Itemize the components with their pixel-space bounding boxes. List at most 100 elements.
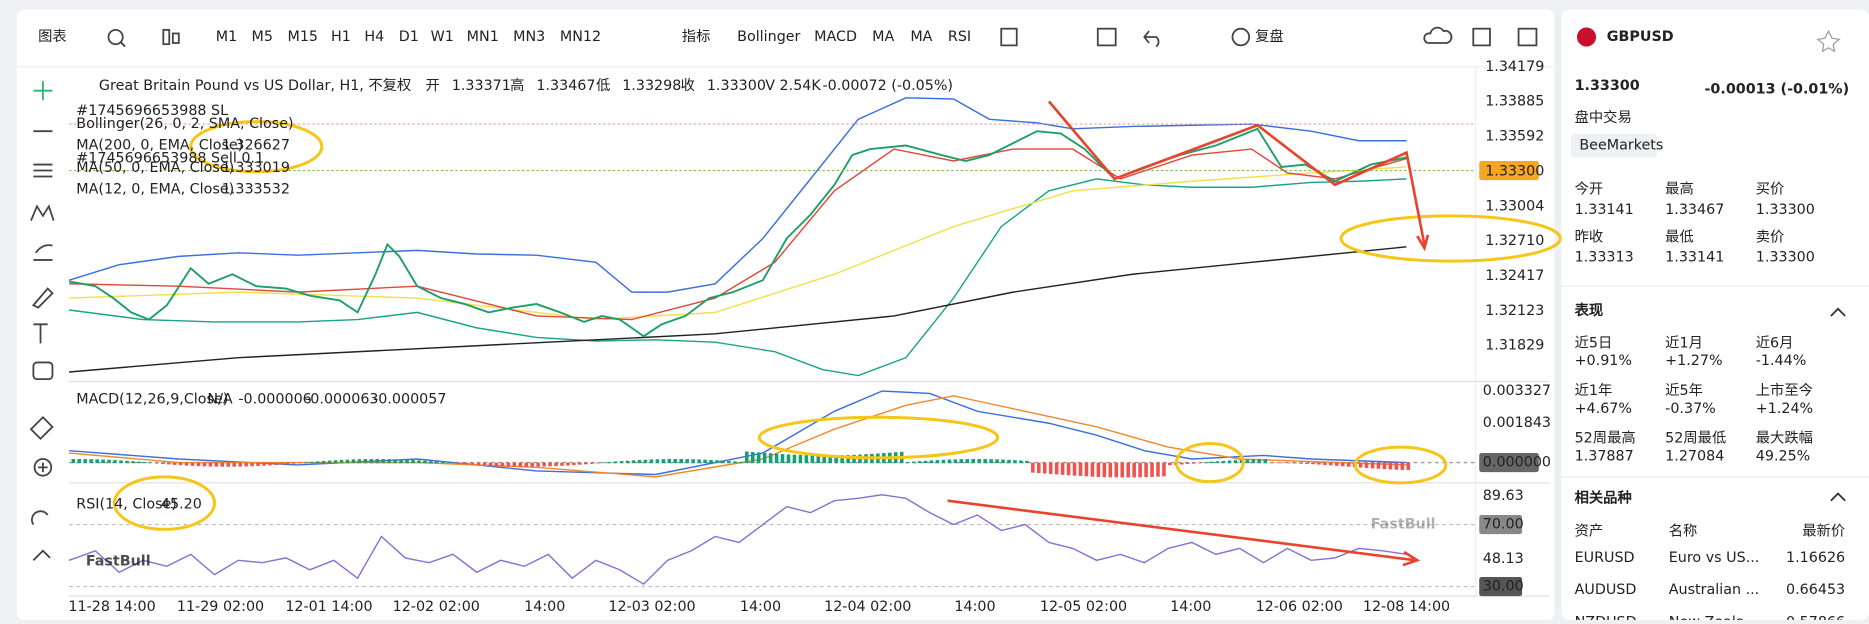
indicator-button[interactable]: MACD [814, 29, 857, 45]
hist-bar [1335, 462, 1339, 466]
watermark: FastBull [86, 554, 151, 570]
hist-bar [1096, 462, 1101, 477]
hist-bar [148, 462, 153, 464]
hist-bar [339, 459, 344, 464]
hist-bar [649, 459, 654, 464]
hist-bar [691, 459, 695, 464]
hist-bar [137, 461, 141, 464]
performance-label: 近5年 [1665, 382, 1703, 399]
favorite-icon[interactable] [1816, 29, 1841, 53]
hist-bar [1060, 462, 1065, 475]
timeframe-button[interactable]: M15 [287, 29, 318, 45]
indicator-button[interactable]: RSI [948, 29, 971, 45]
performance-label: 近5日 [1575, 334, 1613, 351]
time-axis-label: 12-08 14:00 [1363, 599, 1450, 615]
hist-bar [989, 459, 993, 464]
timeframe-button[interactable]: W1 [431, 29, 454, 45]
hist-bar [709, 459, 713, 464]
chart-type-button[interactable]: 图表 [38, 28, 67, 45]
overlay-value: 1.326627 [222, 138, 290, 154]
hist-bar [744, 451, 749, 464]
hist-bar [834, 455, 838, 464]
overlay-value: 1.333019 [222, 160, 290, 176]
hist-bar [232, 462, 237, 467]
hist-bar [297, 462, 302, 464]
hist-bar [1054, 462, 1059, 475]
hist-bar [512, 462, 517, 467]
hist-bar [1340, 462, 1345, 467]
hist-bar [536, 462, 540, 467]
hist-bar [309, 461, 314, 464]
timeframe-button[interactable]: M1 [216, 29, 237, 45]
hist-bar [840, 455, 844, 464]
hist-bar [905, 462, 910, 464]
hist-bar [1299, 462, 1303, 464]
timeframe-button[interactable]: MN3 [513, 29, 545, 45]
hist-bar [828, 455, 832, 464]
hist-bar [184, 462, 189, 466]
hist-bar [470, 462, 475, 465]
flag-icon [1576, 27, 1597, 47]
quote-value: 1.33467 [1665, 202, 1724, 218]
ohlc-value: 1.33300 [707, 78, 766, 94]
hist-bar [667, 459, 672, 464]
related-asset[interactable]: EURUSD [1575, 550, 1635, 566]
timeframe-button[interactable]: MN12 [560, 29, 601, 45]
timeframe-button[interactable]: H4 [364, 29, 384, 45]
timeframe-button[interactable]: M5 [252, 29, 273, 45]
annotation-ellipses [112, 120, 1562, 531]
hist-bar [780, 454, 785, 464]
hist-bar [631, 460, 636, 464]
hist-bar [1048, 462, 1053, 474]
related-asset[interactable]: AUDUSD [1575, 582, 1637, 598]
hist-bar [488, 462, 493, 466]
section-title: 表现 [1575, 301, 1604, 319]
hist-bar [911, 461, 916, 464]
hist-bar [208, 462, 213, 467]
hist-bar [1209, 461, 1214, 464]
hist-bar [643, 459, 648, 464]
related-asset[interactable]: NZDUSD [1575, 614, 1637, 624]
quote-value: 1.33141 [1665, 250, 1724, 266]
timeframe-button[interactable]: D1 [399, 29, 419, 45]
column-header: 名称 [1669, 523, 1698, 540]
indicator-button[interactable]: Bollinger [737, 29, 800, 45]
hist-bar [560, 462, 564, 466]
rsi-axis-label: 89.63 [1483, 488, 1524, 504]
tool-icons[interactable] [29, 26, 1538, 561]
hist-bar [214, 462, 219, 467]
hist-bar [393, 459, 397, 464]
price-axis-label: 1.33300 [1485, 163, 1544, 179]
timeframe-button[interactable]: MN1 [467, 29, 499, 45]
indicator-button[interactable]: MA [872, 29, 894, 45]
hist-bar [595, 462, 600, 464]
hist-bar [625, 460, 630, 464]
time-axis-label: 11-29 02:00 [177, 599, 264, 615]
hist-bar [1013, 460, 1017, 464]
hist-bar [619, 461, 624, 464]
related-price: 0.57866 [1786, 614, 1845, 620]
replay-button[interactable]: 复盘 [1255, 27, 1284, 45]
time-axis-label: 12-06 02:00 [1256, 599, 1343, 615]
hist-bar [274, 462, 278, 465]
quote-label: 买价 [1756, 181, 1785, 198]
hist-bar [1275, 462, 1279, 464]
indicator-button[interactable]: MA [910, 29, 932, 45]
hist-bar [756, 452, 761, 464]
hist-bar [1126, 462, 1130, 478]
hist-bar [572, 462, 576, 466]
hist-bar [810, 455, 815, 464]
column-header: 资产 [1575, 523, 1604, 540]
hist-bar [941, 459, 946, 464]
hist-bar [244, 462, 248, 467]
quote-value: 1.33141 [1575, 202, 1634, 218]
hist-bar [1263, 459, 1268, 464]
timeframe-button[interactable]: H1 [331, 29, 351, 45]
hist-bar [804, 455, 809, 464]
hist-bar [1090, 462, 1095, 477]
collapse-icon[interactable] [1830, 307, 1846, 502]
indicators-button[interactable]: 指标 [682, 28, 711, 45]
hist-bar [131, 461, 135, 464]
ohlc-label: 高 [510, 77, 524, 94]
hist-bar [143, 462, 147, 464]
